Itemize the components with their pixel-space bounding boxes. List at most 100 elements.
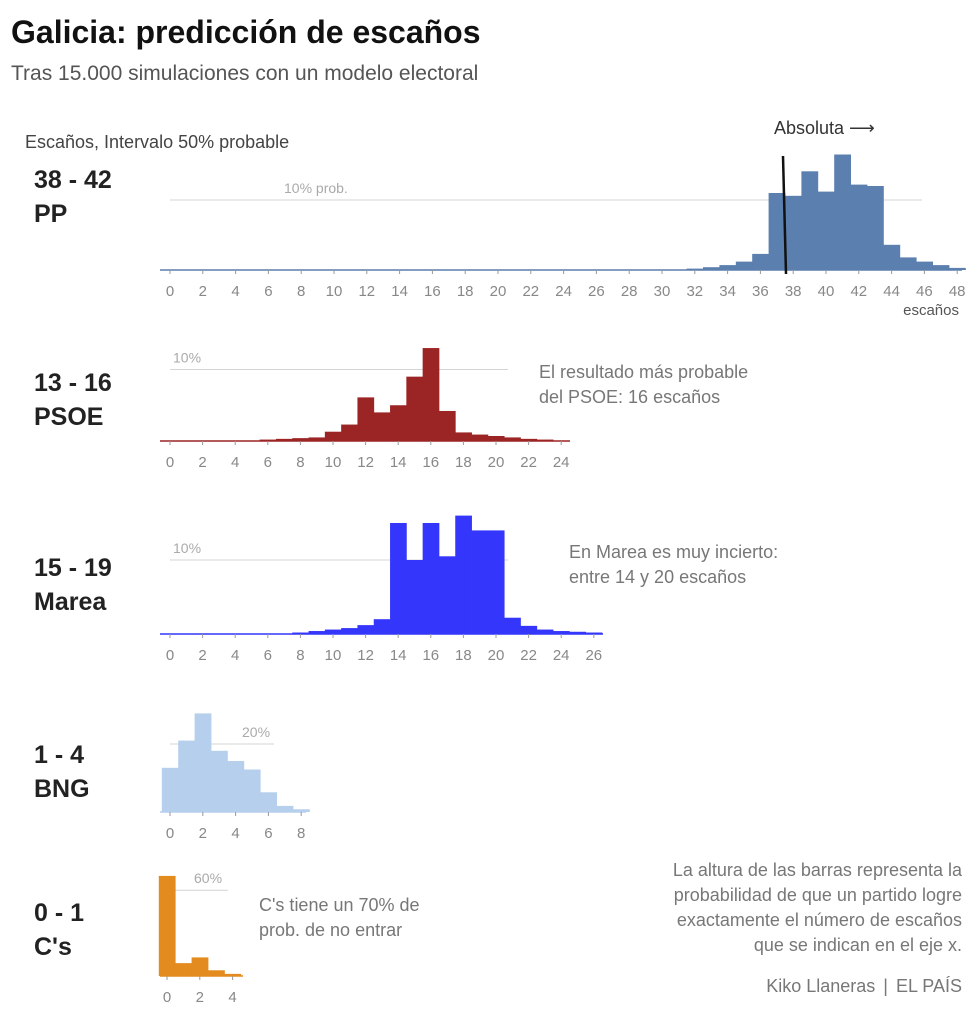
marea-bar (504, 617, 521, 634)
pp-bar (834, 154, 851, 270)
credit-separator: | (883, 976, 888, 996)
psoe-tick-label: 4 (231, 454, 239, 471)
party-name: BNG (34, 775, 90, 803)
pp-tick-label: 32 (686, 283, 703, 300)
psoe-bar (487, 435, 505, 441)
psoe-tick-label: 6 (264, 454, 272, 471)
psoe-tick-label: 14 (390, 454, 407, 471)
psoe-bar (324, 431, 342, 441)
majority-line (781, 155, 788, 275)
interval-text: 0 - 1 (34, 899, 85, 927)
pp-tick-label: 4 (231, 283, 239, 300)
pp-tick-label: 36 (752, 283, 769, 300)
cs-tick-label: 0 (163, 989, 171, 1006)
marea-tick-label: 8 (296, 647, 304, 664)
marea-tick-label: 16 (422, 647, 439, 664)
pp-tick-label: 22 (522, 283, 539, 300)
bng-ref-label: 20% (242, 724, 270, 740)
pp-tick-label: 0 (166, 283, 174, 300)
psoe-bar (455, 432, 472, 441)
psoe-bar (357, 397, 375, 441)
party-name: Marea (34, 588, 107, 616)
pp-tick-label: 24 (555, 283, 572, 300)
page-subtitle: Tras 15.000 simulaciones con un modelo e… (11, 62, 479, 85)
pp-bar (932, 265, 950, 270)
pp-tick-label: 40 (818, 283, 835, 300)
party-name: PSOE (34, 403, 104, 431)
psoe-tick-label: 2 (198, 454, 206, 471)
interval-text: 38 - 42 (34, 166, 112, 194)
pp-bar (703, 267, 720, 270)
pp-tick-label: 20 (490, 283, 507, 300)
cs-bar (208, 970, 225, 976)
pp-tick-label: 30 (654, 283, 671, 300)
bng-bar (178, 740, 195, 812)
marea-bar (357, 625, 375, 634)
psoe-tick-label: 20 (488, 454, 505, 471)
pp-tick-label: 8 (297, 283, 305, 300)
psoe-bar (438, 410, 456, 441)
majority-label: Absoluta ⟶ (774, 118, 875, 138)
party-label-cs: 0 - 1 C's (34, 896, 84, 964)
pp-tick-label: 44 (883, 283, 900, 300)
pp-bar (801, 171, 819, 270)
psoe-annotation: El resultado más probable del PSOE: 16 e… (539, 360, 748, 410)
marea-tick-label: 26 (585, 647, 602, 664)
pp-bar (867, 186, 884, 270)
psoe-bar (275, 438, 293, 441)
party-label-psoe: 13 - 16 PSOE (34, 366, 112, 434)
pp-bar (850, 184, 868, 270)
explanation-line: exactamente el número de escaños (676, 910, 962, 930)
psoe-tick-label: 8 (296, 454, 304, 471)
psoe-bar (520, 438, 538, 441)
marea-bar (455, 515, 472, 634)
bng-bar (161, 767, 179, 812)
pp-tick-label: 28 (621, 283, 638, 300)
interval-text: 1 - 4 (34, 741, 85, 769)
pp-tick-label: 16 (424, 283, 441, 300)
marea-bar (308, 631, 326, 634)
marea-bar (520, 625, 538, 634)
bng-tick-label: 0 (166, 825, 174, 842)
marea-bar (487, 530, 505, 634)
credit: Kiko Llaneras | EL PAÍS (766, 976, 962, 997)
explanation-note: La altura de las barras representa la pr… (673, 858, 962, 958)
marea-tick-label: 4 (231, 647, 239, 664)
psoe-bar (422, 348, 440, 441)
marea-bar (585, 632, 603, 634)
bng-bar (243, 769, 261, 812)
pp-tick-label: 18 (457, 283, 474, 300)
marea-tick-label: 2 (198, 647, 206, 664)
pp-tick-label: 2 (199, 283, 207, 300)
party-label-pp: 38 - 42 PP (34, 163, 112, 231)
annotation-line: En Marea es muy incierto: (569, 542, 779, 562)
psoe-tick-label: 0 (166, 454, 174, 471)
annotation-line: El resultado más probable (539, 362, 749, 382)
bng-bar (227, 761, 245, 812)
pp-bar (719, 265, 737, 270)
marea-bar (406, 560, 424, 634)
marea-bar (390, 523, 407, 634)
psoe-bar (373, 412, 391, 441)
marea-tick-label: 10 (325, 647, 342, 664)
marea-bar (373, 619, 391, 634)
pp-tick-label: 38 (785, 283, 802, 300)
psoe-bar (536, 439, 554, 441)
marea-tick-label: 20 (488, 647, 505, 664)
pp-tick-label: 6 (264, 283, 272, 300)
bng-bar (293, 809, 310, 812)
cs-bar (191, 957, 209, 976)
bng-bar (194, 713, 212, 812)
psoe-bar (341, 424, 358, 441)
annotation-line: C's tiene un 70% de (259, 895, 420, 915)
pp-tick-label: 48 (949, 283, 966, 300)
interval-text: 15 - 19 (34, 554, 112, 582)
pp-bar (735, 261, 753, 270)
annotation-line: del PSOE: 16 escaños (539, 387, 721, 407)
marea-bar (569, 631, 587, 634)
psoe-tick-label: 10 (325, 454, 342, 471)
bng-tick-label: 4 (231, 825, 239, 842)
interval-note: Escaños, Intervalo 50% probable (25, 132, 290, 152)
pp-ref-label: 10% prob. (284, 180, 348, 196)
